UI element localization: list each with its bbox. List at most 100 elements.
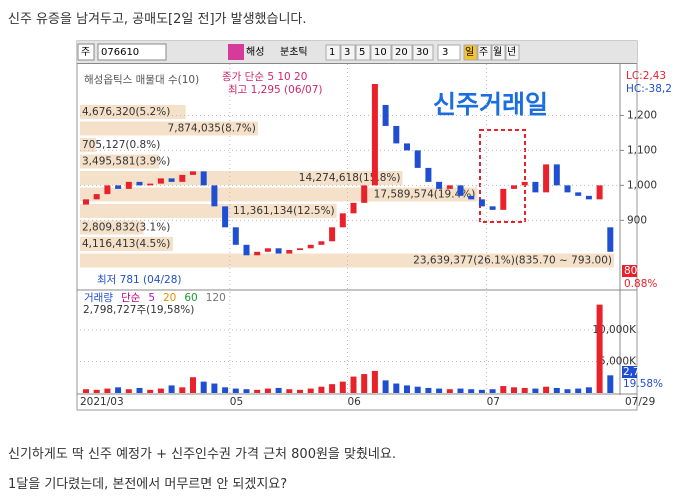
volume-profile-bar	[80, 105, 186, 119]
volume-marker-pct: 19.58%	[623, 378, 663, 390]
period-button[interactable]: 1	[329, 47, 335, 58]
price-marker-box	[622, 265, 637, 277]
volume-bar	[232, 388, 239, 393]
volume-bar	[553, 387, 560, 393]
toolbar-market[interactable]: 주	[81, 47, 90, 58]
period-button[interactable]: 5	[359, 47, 365, 58]
period-button[interactable]: 3	[344, 47, 350, 58]
volume-bar	[339, 381, 346, 393]
candle-body	[553, 164, 560, 186]
volume-bar	[511, 387, 517, 393]
candle-body	[425, 167, 432, 182]
volume-profile-bar	[80, 204, 337, 218]
volume-bar	[275, 387, 282, 393]
post-text: 1달을 기다렸는데, 본전에서 머무르면 안 되겠지요?	[8, 477, 288, 492]
volume-bar	[564, 389, 571, 393]
candle-body	[596, 185, 603, 200]
candle-body	[457, 185, 464, 196]
x-tick-label: 2021/03	[80, 396, 124, 408]
volume-bar	[414, 386, 421, 393]
volume-bar	[425, 387, 432, 393]
volume-bar	[404, 385, 410, 393]
candle-body	[83, 199, 89, 205]
toolbar-button-bg	[391, 44, 413, 61]
volume-bar	[254, 389, 261, 393]
unit-button[interactable]: 월	[493, 46, 502, 58]
candle-body	[286, 250, 293, 254]
candle-body	[264, 248, 271, 252]
volume-marker-box	[622, 366, 637, 378]
candle-body	[446, 185, 453, 189]
toolbar-button-bg	[505, 44, 520, 61]
legend-entry: 단순	[121, 292, 141, 304]
candle-body	[190, 171, 196, 175]
volume-bar	[371, 370, 378, 393]
candle-body	[329, 227, 336, 242]
candle-body	[318, 241, 325, 245]
count-select[interactable]: 3	[442, 47, 448, 58]
volume-profile-label: 2,809,832(3.1%)	[82, 222, 170, 234]
volume-profile-bar	[80, 220, 144, 235]
volume-bar	[489, 389, 496, 393]
candle-body	[254, 251, 261, 256]
legend-entry: 120	[206, 292, 226, 304]
candle-body	[371, 83, 378, 186]
volume-bar	[264, 388, 271, 393]
volume-profile-label: 23,639,377(26.1%)(835.70 ~ 793.00)	[413, 255, 612, 267]
volume-marker: 2,799K	[623, 366, 661, 378]
volume-bar	[104, 388, 111, 393]
price-marker-pct: 0.88%	[624, 278, 657, 290]
volume-bar	[115, 387, 122, 393]
volume-bar	[157, 388, 164, 393]
volume-bar	[446, 389, 453, 393]
candle-body	[157, 178, 164, 184]
volume-bar	[361, 374, 368, 393]
candle-body	[393, 125, 400, 144]
volume-bar	[222, 387, 229, 393]
candle-body	[382, 104, 389, 126]
candle-body	[222, 206, 229, 228]
volume-bar	[585, 387, 592, 393]
lc-label: LC:2,43	[626, 70, 666, 82]
toolbar-name[interactable]: 해성	[246, 45, 264, 58]
x-tick-label: 05	[230, 396, 243, 408]
volume-bar	[543, 386, 550, 393]
volume-profile-label: 17,589,574(19.4%)	[374, 189, 476, 201]
period-button[interactable]: 20	[395, 47, 408, 58]
volume-profile-label: 4,676,320(5.2%)	[82, 106, 170, 118]
candle-body	[115, 185, 122, 189]
candle-body	[243, 244, 250, 256]
y-tick-label: 1,200	[627, 109, 657, 121]
toolbar-code[interactable]: 076610	[101, 47, 139, 58]
toolbar-button-bg	[463, 44, 478, 61]
toolbar-button-bg	[477, 44, 492, 61]
unit-button[interactable]: 년	[507, 46, 516, 58]
candle-body	[489, 206, 496, 210]
candle-body	[414, 150, 421, 168]
volume-bar	[83, 389, 89, 393]
toolbar-tick[interactable]: 분초틱	[280, 46, 308, 58]
candle-body	[500, 188, 507, 210]
legend-entry: 거래량	[84, 292, 113, 304]
unit-button[interactable]: 일	[465, 46, 474, 58]
period-button[interactable]: 10	[374, 47, 387, 58]
annotation: 신주거래일	[433, 90, 548, 119]
candle-body	[404, 143, 410, 151]
volume-profile-bar	[80, 138, 96, 152]
unit-button[interactable]: 주	[479, 47, 488, 58]
volume-bar	[211, 383, 218, 393]
hc-label: HC:-38,2	[626, 83, 672, 95]
x-tick-label: 06	[348, 396, 362, 408]
highlight-box	[479, 129, 526, 223]
volume-profile-label: 705,127(0.8%)	[82, 139, 160, 151]
candle-body	[436, 181, 443, 189]
volume-bar	[382, 380, 389, 393]
toolbar-button-bg	[355, 44, 371, 61]
candle-body	[585, 195, 592, 200]
volume-bar	[286, 389, 293, 393]
volume-profile-label: 7,874,035(8.7%)	[168, 123, 256, 135]
period-button[interactable]: 30	[416, 47, 429, 58]
candle-body	[564, 185, 571, 193]
candle-body	[575, 192, 582, 196]
chart-frame	[76, 40, 638, 411]
